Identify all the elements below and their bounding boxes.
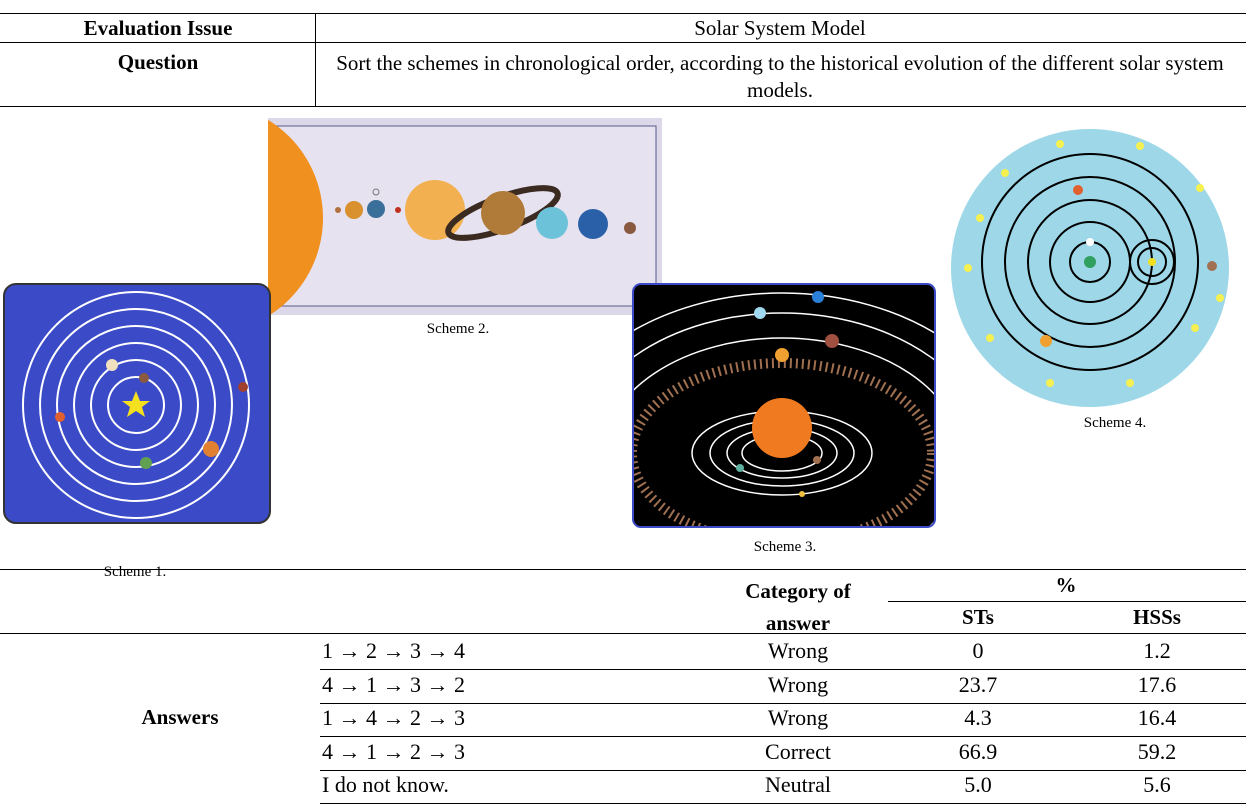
scheme-caption: Scheme 1. bbox=[104, 565, 166, 580]
answer-category: Correct bbox=[765, 741, 831, 763]
answer-category: Wrong bbox=[768, 640, 828, 662]
rule bbox=[320, 669, 1246, 670]
answer-sequence: I do not know. bbox=[322, 774, 449, 796]
answer-category: Wrong bbox=[768, 674, 828, 696]
row-label: Answers bbox=[142, 707, 219, 728]
header-value: Solar System Model bbox=[694, 18, 866, 39]
scheme-caption: Scheme 4. bbox=[1084, 416, 1146, 431]
question-text: Sort the schemes in chronological order,… bbox=[322, 50, 1238, 104]
column-header: Category of answer bbox=[723, 575, 873, 639]
answer-sequence: 1 → 4 → 2 → 3 bbox=[322, 707, 465, 729]
percent-cell: 23.7 bbox=[959, 674, 998, 696]
scheme-image bbox=[268, 118, 662, 315]
percent-cell: 59.2 bbox=[1138, 741, 1177, 763]
rule bbox=[0, 633, 1246, 634]
answer-category: Neutral bbox=[765, 774, 831, 796]
column-header: HSSs bbox=[1133, 607, 1181, 628]
percent-cell: 5.0 bbox=[964, 774, 992, 796]
percent-cell: 16.4 bbox=[1138, 707, 1177, 729]
rule bbox=[320, 770, 1246, 771]
rule bbox=[888, 601, 1246, 602]
rule bbox=[320, 736, 1246, 737]
rule bbox=[320, 703, 1246, 704]
answer-sequence: 4 → 1 → 2 → 3 bbox=[322, 741, 465, 763]
percent-cell: 66.9 bbox=[959, 741, 998, 763]
rule bbox=[315, 13, 316, 106]
answer-sequence: 4 → 1 → 3 → 2 bbox=[322, 674, 465, 696]
rule bbox=[0, 569, 1246, 570]
percent-cell: 17.6 bbox=[1138, 674, 1177, 696]
answer-category: Wrong bbox=[768, 707, 828, 729]
header-label: Evaluation Issue bbox=[84, 18, 233, 39]
header-label: Question bbox=[118, 52, 199, 73]
column-header: STs bbox=[962, 607, 994, 628]
page: Evaluation Issue Solar System Model Ques… bbox=[0, 0, 1246, 802]
percent-cell: 4.3 bbox=[964, 707, 992, 729]
scheme-image bbox=[3, 283, 276, 526]
answer-sequence: 1 → 2 → 3 → 4 bbox=[322, 640, 465, 662]
rule bbox=[0, 13, 1246, 14]
column-header: % bbox=[1056, 575, 1077, 596]
rule bbox=[0, 106, 1246, 107]
scheme-caption: Scheme 3. bbox=[754, 540, 816, 555]
scheme-caption: Scheme 2. bbox=[427, 322, 489, 337]
percent-cell: 5.6 bbox=[1143, 774, 1171, 796]
percent-cell: 0 bbox=[973, 640, 984, 662]
scheme-image bbox=[950, 128, 1230, 408]
scheme-image bbox=[632, 283, 936, 528]
percent-cell: 1.2 bbox=[1143, 640, 1171, 662]
rule bbox=[0, 42, 1246, 43]
